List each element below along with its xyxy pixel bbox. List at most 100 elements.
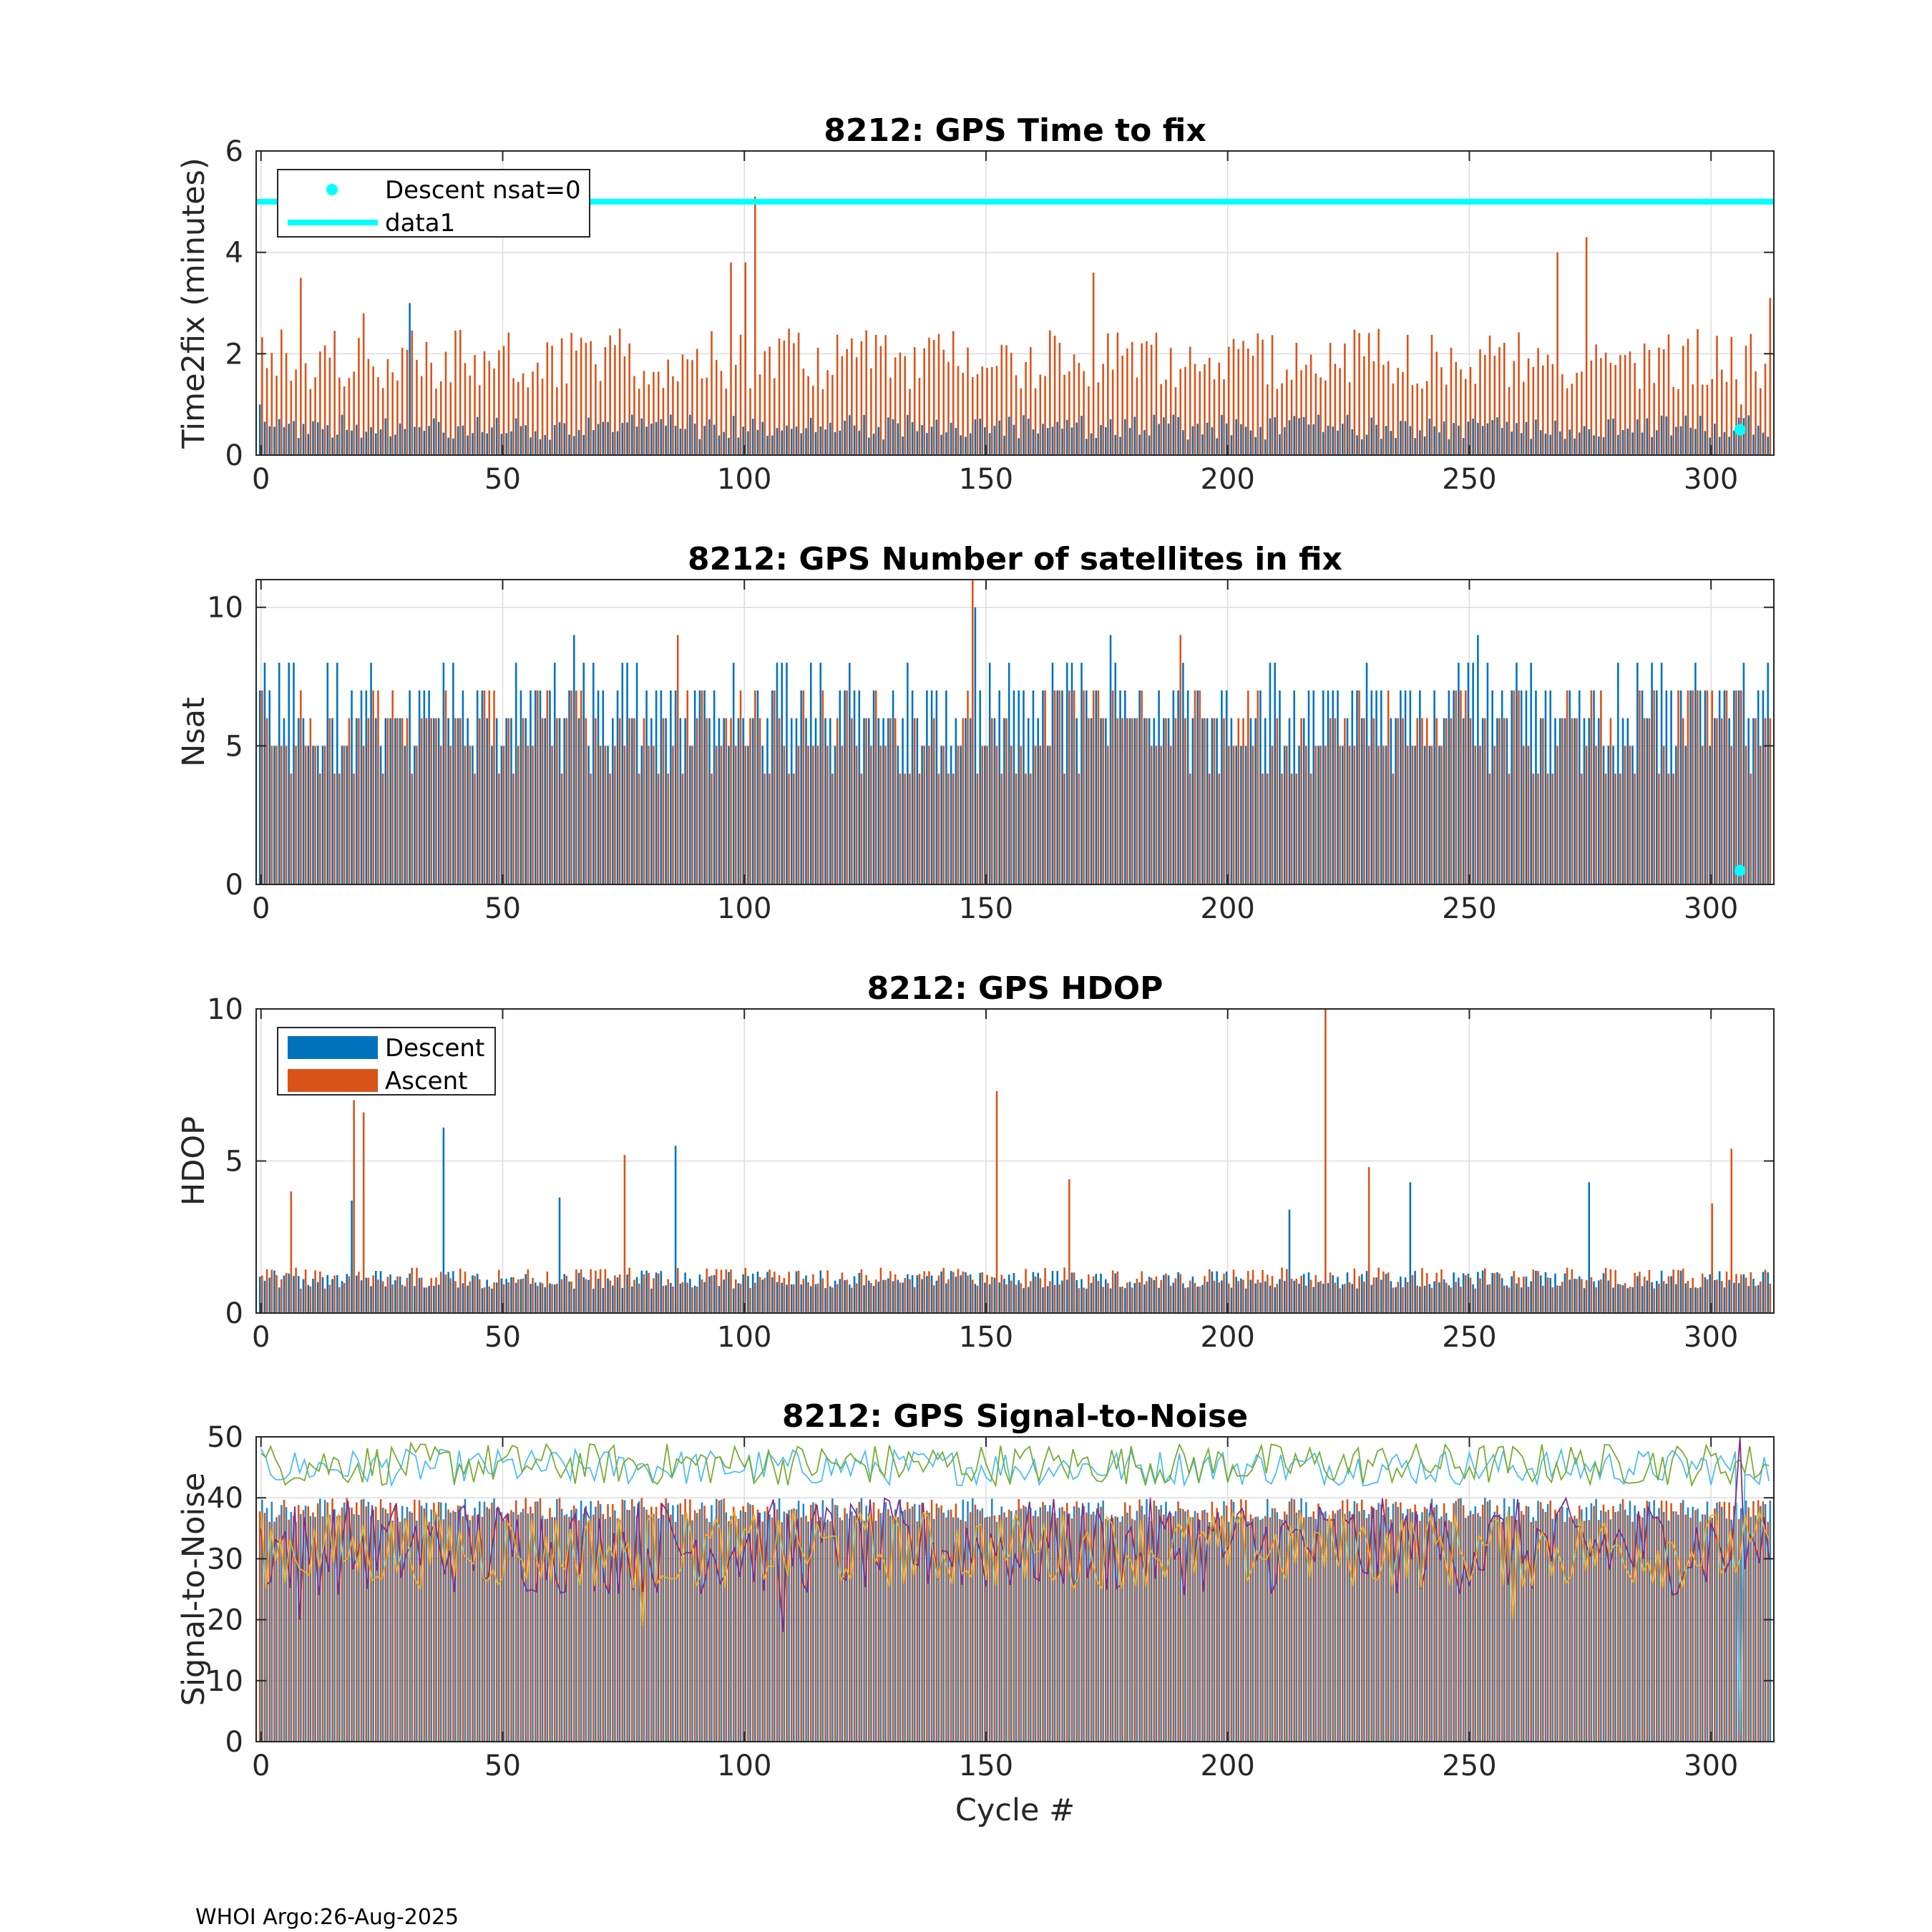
- snr-bar: [1191, 1517, 1194, 1742]
- descent-bar: [1023, 690, 1025, 884]
- snr-bar: [1078, 1507, 1080, 1742]
- y-tick-label: 40: [207, 1482, 243, 1515]
- ascent-bar: [595, 1270, 597, 1313]
- ascent-bar: [774, 690, 776, 884]
- ascent-bar: [788, 328, 790, 455]
- ascent-bar: [1271, 1276, 1274, 1313]
- ascent-bar: [1000, 774, 1003, 884]
- descent-bar: [1027, 419, 1030, 455]
- descent-bar: [1617, 663, 1619, 884]
- snr-bar: [1150, 1521, 1153, 1742]
- ascent-bar: [918, 774, 921, 884]
- ascent-bar: [1483, 354, 1486, 455]
- ascent-bar: [401, 348, 404, 455]
- descent-bar: [1462, 1273, 1465, 1313]
- y-axis-label: Nsat: [176, 697, 212, 767]
- descent-bar: [795, 1271, 798, 1313]
- descent-bar: [988, 663, 991, 884]
- ascent-bar: [1344, 1284, 1346, 1313]
- ascent-bar: [1503, 343, 1506, 455]
- descent-bar: [679, 718, 682, 884]
- descent-bar: [1230, 1287, 1233, 1313]
- ascent-bar: [1455, 690, 1458, 884]
- ascent-bar: [1546, 1277, 1549, 1313]
- descent-bar: [1631, 746, 1634, 884]
- snr-bar: [541, 1516, 544, 1742]
- ascent-bar: [1319, 1281, 1322, 1313]
- snr-bar: [1088, 1502, 1090, 1742]
- descent-bar: [1631, 1287, 1634, 1313]
- descent-bar: [558, 422, 561, 455]
- descent-bar: [553, 1284, 556, 1313]
- descent-bar: [1133, 718, 1136, 884]
- ascent-bar: [628, 1267, 630, 1313]
- snr-bar: [449, 1512, 452, 1742]
- ascent-bar: [362, 746, 365, 884]
- ascent-bar: [851, 718, 853, 884]
- descent-bar: [1714, 424, 1716, 455]
- ascent-bar: [517, 381, 519, 455]
- descent-bar: [472, 433, 474, 455]
- descent-bar: [1240, 746, 1242, 884]
- snr-bar: [1348, 1511, 1351, 1742]
- descent-bar: [433, 418, 435, 455]
- descent-bar: [476, 416, 479, 455]
- ascent-bar: [498, 350, 500, 455]
- ascent-bar: [367, 1277, 370, 1313]
- snr-bar: [1653, 1500, 1655, 1742]
- ascent-bar: [1194, 364, 1196, 455]
- descent-bar: [751, 419, 754, 455]
- ascent-bar: [1571, 1269, 1574, 1313]
- snr-bar: [1018, 1498, 1020, 1742]
- ascent-bar: [459, 718, 462, 884]
- ascent-bar: [1329, 1272, 1332, 1313]
- descent-bar: [568, 1281, 570, 1313]
- descent-bar: [1167, 423, 1170, 455]
- descent-bar: [1684, 1283, 1687, 1313]
- descent-bar: [1186, 439, 1189, 455]
- descent-bar: [858, 1272, 861, 1313]
- ascent-bar: [1242, 718, 1244, 884]
- descent-bar: [1496, 417, 1498, 455]
- ascent-bar: [1092, 690, 1095, 884]
- snr-bar: [1146, 1498, 1148, 1742]
- snr-bar: [1556, 1513, 1558, 1742]
- ascent-bar: [1523, 746, 1525, 884]
- ascent-bar: [1358, 333, 1360, 455]
- snr-bar: [1523, 1514, 1525, 1742]
- descent-bar: [1501, 1278, 1503, 1313]
- ascent-bar: [1363, 718, 1365, 884]
- ascent-bar: [1498, 347, 1501, 455]
- descent-bar: [360, 1280, 363, 1313]
- ascent-bar: [628, 343, 630, 455]
- snr-bar: [379, 1499, 382, 1742]
- descent-bar: [872, 690, 875, 884]
- descent-bar: [1365, 434, 1368, 455]
- ascent-bar: [1353, 329, 1356, 455]
- ascent-bar: [328, 1284, 331, 1313]
- ascent-bar: [1735, 379, 1737, 455]
- descent-bar: [1225, 423, 1228, 455]
- x-tick-label: 150: [959, 1321, 1013, 1354]
- ascent-bar: [1711, 379, 1714, 455]
- descent-bar: [476, 1274, 479, 1313]
- ascent-bar: [377, 690, 379, 884]
- ascent-bar: [1372, 361, 1375, 455]
- descent-bar: [1665, 416, 1668, 455]
- ascent-bar: [1585, 1280, 1588, 1313]
- ascent-bar: [1204, 364, 1206, 455]
- ascent-bar: [381, 774, 384, 884]
- descent-bar: [1119, 1287, 1121, 1313]
- descent-bar: [1225, 1272, 1228, 1313]
- ascent-bar: [976, 774, 979, 884]
- descent-bar: [800, 1284, 803, 1313]
- snr-bar: [381, 1507, 384, 1742]
- ascent-bar: [1039, 746, 1042, 884]
- descent-bar: [1752, 434, 1755, 455]
- ascent-bar: [1039, 1278, 1042, 1313]
- descent-bar: [1346, 414, 1349, 455]
- ascent-bar: [1464, 1275, 1467, 1313]
- descent-bar: [404, 429, 406, 455]
- chart-title: 8212: GPS Signal-to-Noise: [782, 1398, 1248, 1435]
- descent-bar: [1298, 746, 1300, 884]
